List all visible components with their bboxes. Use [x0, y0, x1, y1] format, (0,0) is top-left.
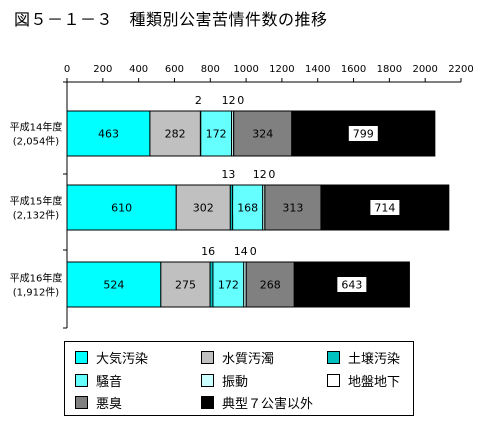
x-axis-tick-label: 1600	[341, 64, 366, 75]
bar-segment	[233, 110, 293, 157]
data-label: 313	[282, 202, 303, 215]
legend-swatch-water-pollution	[201, 350, 214, 364]
data-label: 172	[206, 128, 227, 141]
data-label-above: 2	[195, 94, 202, 107]
legend-swatch-vibration	[201, 373, 214, 387]
data-label-box	[160, 126, 190, 141]
legend-item-noise: 騒音	[75, 372, 123, 390]
legend-item-odor: 悪臭	[75, 394, 123, 412]
data-label-above: 12	[253, 168, 267, 181]
legend-item-subsidence: 地盤地下	[327, 372, 401, 390]
data-label-above: 0	[250, 245, 257, 258]
legend-label: 典型７公害以外	[222, 396, 314, 412]
legend-label: 騒音	[96, 374, 123, 390]
data-label: 172	[218, 279, 239, 292]
legend-label: 大気汚染	[96, 351, 149, 367]
category-label-total: (2,054件)	[13, 136, 60, 148]
data-label-box	[337, 277, 367, 292]
x-axis-tick-label: 1200	[269, 64, 294, 75]
x-axis-tick-label: 1400	[305, 64, 330, 75]
category-label-year: 平成14年度	[10, 121, 63, 134]
data-label: 524	[103, 279, 124, 292]
data-label-box	[107, 200, 137, 215]
x-axis-tick-label: 1800	[377, 64, 402, 75]
data-label-box	[188, 200, 218, 215]
data-label-box	[233, 200, 263, 215]
data-label-box	[278, 200, 308, 215]
legend-label: 地盤地下	[348, 374, 401, 390]
x-axis-tick-label: 200	[93, 64, 112, 75]
data-label: 714	[374, 202, 395, 215]
data-label-above: 0	[268, 168, 275, 181]
data-label-above: 12	[222, 94, 236, 107]
data-label: 324	[252, 128, 273, 141]
data-label: 268	[260, 279, 281, 292]
legend-item-vibration: 振動	[201, 372, 249, 390]
legend-item-soil-pollution: 土壌汚染	[327, 349, 401, 367]
x-axis-tick-label: 800	[201, 64, 220, 75]
legend: 大気汚染 水質汚濁 土壌汚染 騒音 振動 地盤地下 悪臭 典型７公害以外	[64, 341, 414, 416]
legend-swatch-soil-pollution	[327, 350, 340, 364]
data-label: 168	[237, 202, 258, 215]
data-label: 463	[98, 128, 119, 141]
data-label-above: 14	[234, 245, 248, 258]
legend-label: 悪臭	[96, 396, 123, 412]
data-label: 302	[193, 202, 214, 215]
data-label: 643	[341, 279, 362, 292]
data-label-box	[255, 277, 285, 292]
legend-label: 土壌汚染	[348, 351, 401, 367]
legend-swatch-noise	[75, 373, 88, 387]
data-label-box	[93, 126, 123, 141]
data-label-box	[213, 277, 243, 292]
category-label-year: 平成16年度	[10, 272, 63, 285]
data-label: 610	[111, 202, 132, 215]
data-label-box	[170, 277, 200, 292]
data-label: 282	[165, 128, 186, 141]
legend-item-air-pollution: 大気汚染	[75, 349, 149, 367]
category-label-total: (2,132件)	[13, 210, 60, 222]
stacked-bar-chart: 0 200 400 600 800 1000 1200 1400 1600 1800 2000 220…	[10, 64, 474, 329]
data-label-box	[99, 277, 129, 292]
data-label-box	[248, 126, 278, 141]
x-axis-tick-label: 400	[129, 64, 148, 75]
legend-swatch-odor	[75, 395, 88, 409]
x-axis-tick-label: 2000	[412, 64, 437, 75]
data-label-box	[348, 126, 378, 141]
chart-title: 図５－１－３ 種類別公害苦情件数の推移	[14, 10, 328, 29]
x-axis-tick-label: 0	[64, 64, 70, 75]
legend-label: 振動	[222, 374, 249, 390]
legend-item-other: 典型７公害以外	[201, 394, 314, 412]
data-label-box	[370, 200, 400, 215]
legend-item-water-pollution: 水質汚濁	[201, 349, 275, 367]
category-label-year: 平成15年度	[10, 195, 63, 208]
data-label-above: 16	[201, 245, 215, 258]
data-label-box	[201, 126, 231, 141]
x-axis-tick-label: 1000	[233, 64, 258, 75]
legend-swatch-air-pollution	[75, 350, 88, 364]
data-label: 275	[175, 279, 196, 292]
legend-swatch-other	[201, 395, 214, 409]
legend-swatch-subsidence	[327, 373, 340, 387]
x-axis-tick-label: 600	[165, 64, 184, 75]
x-axis-tick-label: 2200	[448, 64, 473, 75]
category-label-total: (1,912件)	[13, 287, 60, 299]
data-label-above: 13	[221, 168, 235, 181]
legend-label: 水質汚濁	[222, 351, 275, 367]
data-label-above: 0	[237, 94, 244, 107]
data-label: 799	[353, 128, 374, 141]
